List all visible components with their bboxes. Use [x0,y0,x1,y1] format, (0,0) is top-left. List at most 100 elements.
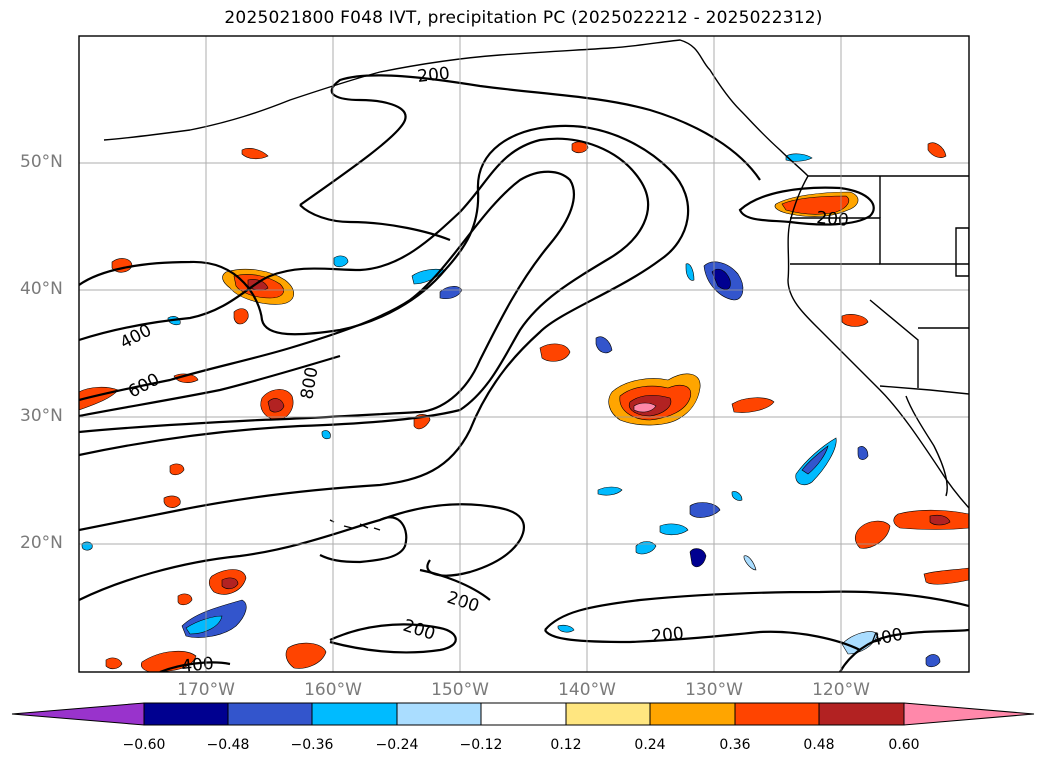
lat-label: 20°N [20,533,63,553]
ivt-contour-800 [79,354,341,418]
ivt-contour-200 [329,623,457,654]
ivt-contour-400 [79,137,650,457]
baja-coast [905,395,948,497]
ivt-contour-600 [79,170,575,434]
precip-blob [785,153,813,162]
us-mexico-border [879,385,969,395]
precip-blob [781,195,849,215]
precip-blob [633,402,657,413]
lon-label: 130°W [685,680,743,700]
ivt-contour-400 [839,628,969,672]
na-west-coast [787,175,969,509]
precip-blob [927,142,947,158]
colorbar-bin [649,702,736,726]
precip-blob [731,491,743,501]
precip-blob [105,657,123,670]
colorbar-tick-label: 0.12 [550,737,582,753]
precip-blob [685,263,695,281]
precip-blob [711,268,731,290]
colorbar-extend-low [11,702,145,726]
colorbar-bin [396,702,482,726]
precip-blob [169,463,185,476]
lon-label: 120°W [812,680,870,700]
precip-blob [743,555,757,571]
coastlines [103,39,969,531]
contour-label: 200 [444,588,481,617]
map-frame [78,35,970,673]
colorbar-bin [565,702,651,726]
graticule [79,36,969,672]
ivt-contour-200 [544,590,969,631]
contour-label: 200 [400,616,437,645]
colorbar [11,702,1035,726]
precip-blob [233,308,249,325]
precip-blob [241,148,269,160]
alaska-coast [103,39,809,177]
precip-blob [801,445,829,475]
precip-blob [285,642,327,669]
lon-label: 160°W [304,680,362,700]
colorbar-extend-high [903,702,1035,726]
colorbar-tick-label: −0.12 [459,737,503,753]
precip-blob [841,314,869,327]
contour-label: 800 [297,365,322,400]
colorbar-bin [227,702,313,726]
precip-blob [854,520,891,549]
precip-blob [857,446,869,460]
colorbar-bin [480,702,567,726]
colorbar-tick-label: −0.48 [206,737,250,753]
precip-blob [689,548,707,568]
ivt-contour-200 [299,74,761,206]
lon-label: 170°W [177,680,235,700]
precip-blob [557,624,575,633]
ivt-contour-200 [544,629,861,651]
state-border [955,227,969,277]
ivt-contour-200 [419,568,491,601]
ivt-contour-200 [79,516,408,601]
map-title: 2025021800 F048 IVT, precipitation PC (2… [224,8,823,28]
precip-blob [925,654,941,668]
precip-blob [923,567,969,585]
ivt-contours [79,74,969,672]
ivt-contour-400 [159,661,231,672]
precip-blob [439,286,463,300]
colorbar-tick-label: 0.24 [634,737,666,753]
contour-label: 200 [416,64,450,87]
lat-label: 30°N [20,406,63,426]
colorbar-tick-label: −0.60 [122,737,166,753]
colorbar-tick-label: 0.60 [888,737,920,753]
precip-blob [571,141,589,154]
precip-blob [929,514,951,526]
lon-label: 140°W [558,680,616,700]
precip-blob [221,577,239,590]
precip-blob [81,541,93,551]
state-border [790,217,969,265]
precip-blob [597,486,623,496]
colorbar-bin [818,702,905,726]
precip-blob [539,343,571,362]
state-border [869,299,919,388]
colorbar-tick-label: 0.48 [803,737,835,753]
colorbar-tick-label: 0.36 [719,737,751,753]
colorbar-bin [734,702,820,726]
colorbar-tick-label: −0.36 [290,737,334,753]
precip-blob [163,495,181,508]
precip-blob [595,336,613,354]
colorbar-bin [143,702,229,726]
hawaii-islands [329,519,381,531]
precip-blob [140,650,197,672]
colorbar-tick-label: −0.24 [375,737,419,753]
ivt-contour-200 [738,186,875,226]
ivt-contour-200 [79,124,690,532]
contour-label: 200 [650,624,684,647]
precip-blob [689,502,721,518]
precip-blob [267,398,285,413]
ivt-contour-200 [299,204,451,242]
colorbar-bin [311,702,398,726]
precip-blob [177,593,193,606]
contour-labels: 200 200 400 600 800 200 200 200 400 400 [117,64,905,672]
precip-blob [185,615,223,635]
contour-label: 400 [869,625,905,651]
contour-label: 400 [117,321,155,354]
contour-label: 600 [125,370,163,403]
